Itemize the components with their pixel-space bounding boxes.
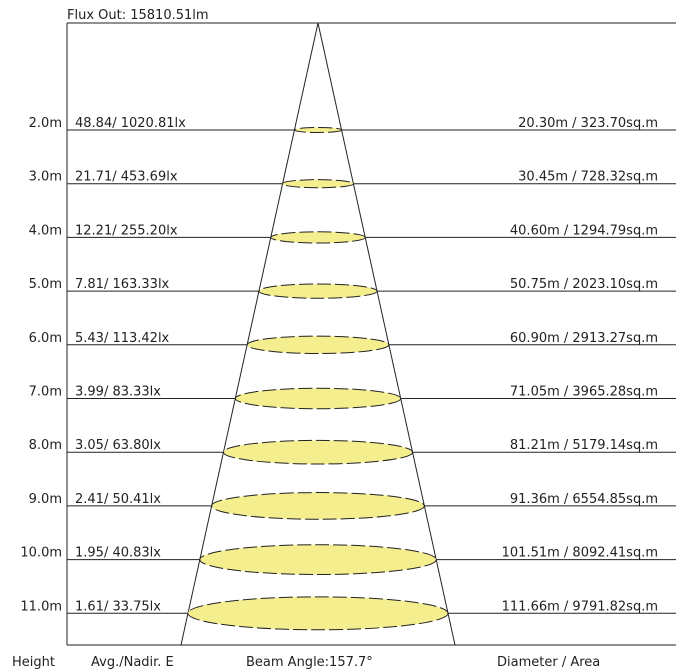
row-illuminance-label: 3.05/ 63.80lx: [75, 438, 161, 453]
light-spot-ellipse: [199, 544, 437, 575]
row-height-label: 2.0m: [29, 116, 62, 131]
beam-right-edge: [317, 22, 456, 646]
height-row: 10.0m 1.95/ 40.83lx 101.51m / 8092.41sq.m: [20, 544, 676, 575]
row-height-label: 8.0m: [29, 438, 62, 453]
footer-beam-angle-label: Beam Angle:157.7°: [246, 655, 373, 670]
row-illuminance-label: 21.71/ 453.69lx: [75, 170, 178, 185]
flux-out-label: Flux Out: 15810.51lm: [67, 8, 209, 23]
row-diameter-area-label: 40.60m / 1294.79sq.m: [510, 223, 658, 238]
light-spot-ellipse: [187, 596, 449, 631]
height-row: 6.0m 5.43/ 113.42lx 60.90m / 2913.27sq.m: [29, 331, 676, 354]
row-illuminance-label: 5.43/ 113.42lx: [75, 331, 170, 346]
row-illuminance-label: 48.84/ 1020.81lx: [75, 116, 186, 131]
row-diameter-area-label: 71.05m / 3965.28sq.m: [510, 385, 658, 400]
row-height-label: 11.0m: [20, 599, 62, 614]
row-diameter-area-label: 30.45m / 728.32sq.m: [518, 170, 658, 185]
height-row: 9.0m 2.41/ 50.41lx 91.36m / 6554.85sq.m: [29, 492, 676, 520]
row-diameter-area-label: 91.36m / 6554.85sq.m: [510, 492, 658, 507]
row-height-label: 9.0m: [29, 492, 62, 507]
height-row: 2.0m 48.84/ 1020.81lx 20.30m / 323.70sq.m: [29, 116, 676, 133]
height-row: 8.0m 3.05/ 63.80lx 81.21m / 5179.14sq.m: [29, 438, 676, 465]
footer-height-label: Height: [12, 655, 55, 670]
height-row: 7.0m 3.99/ 83.33lx 71.05m / 3965.28sq.m: [29, 385, 676, 410]
row-diameter-area-label: 50.75m / 2023.10sq.m: [510, 277, 658, 292]
light-spot-ellipse: [258, 283, 378, 299]
beam-left-edge: [180, 22, 319, 646]
row-height-label: 10.0m: [20, 546, 62, 561]
row-height-label: 6.0m: [29, 331, 62, 346]
light-spot-ellipse: [282, 179, 354, 189]
height-row: 11.0m 1.61/ 33.75lx 111.66m / 9791.82sq.m: [20, 596, 676, 631]
row-height-label: 5.0m: [29, 277, 62, 292]
light-spot-ellipse: [234, 387, 402, 410]
footer-diameter-area-label: Diameter / Area: [497, 655, 600, 670]
footer-illuminance-label: Avg./Nadir. E: [91, 655, 174, 670]
row-diameter-area-label: 60.90m / 2913.27sq.m: [510, 331, 658, 346]
row-illuminance-label: 7.81/ 163.33lx: [75, 277, 170, 292]
row-illuminance-label: 2.41/ 50.41lx: [75, 492, 161, 507]
row-illuminance-label: 12.21/ 255.20lx: [75, 223, 178, 238]
height-row: 3.0m 21.71/ 453.69lx 30.45m / 728.32sq.m: [29, 170, 676, 189]
row-diameter-area-label: 101.51m / 8092.41sq.m: [502, 546, 658, 561]
row-height-label: 4.0m: [29, 223, 62, 238]
row-diameter-area-label: 20.30m / 323.70sq.m: [518, 116, 658, 131]
light-spot-ellipse: [246, 335, 390, 354]
light-spot-ellipse: [211, 492, 425, 520]
height-rows: 2.0m 48.84/ 1020.81lx 20.30m / 323.70sq.m 3…: [20, 116, 676, 631]
row-illuminance-label: 3.99/ 83.33lx: [75, 385, 161, 400]
height-row: 4.0m 12.21/ 255.20lx 40.60m / 1294.79sq.m: [29, 223, 676, 244]
row-illuminance-label: 1.95/ 40.83lx: [75, 546, 161, 561]
light-spot-ellipse: [293, 127, 343, 133]
row-height-label: 7.0m: [29, 385, 62, 400]
light-spot-ellipse: [222, 439, 414, 465]
row-height-label: 3.0m: [29, 170, 62, 185]
row-diameter-area-label: 81.21m / 5179.14sq.m: [510, 438, 658, 453]
height-row: 5.0m 7.81/ 163.33lx 50.75m / 2023.10sq.m: [29, 277, 676, 299]
light-spot-ellipse: [270, 231, 366, 244]
row-illuminance-label: 1.61/ 33.75lx: [75, 599, 161, 614]
row-diameter-area-label: 111.66m / 9791.82sq.m: [502, 599, 658, 614]
